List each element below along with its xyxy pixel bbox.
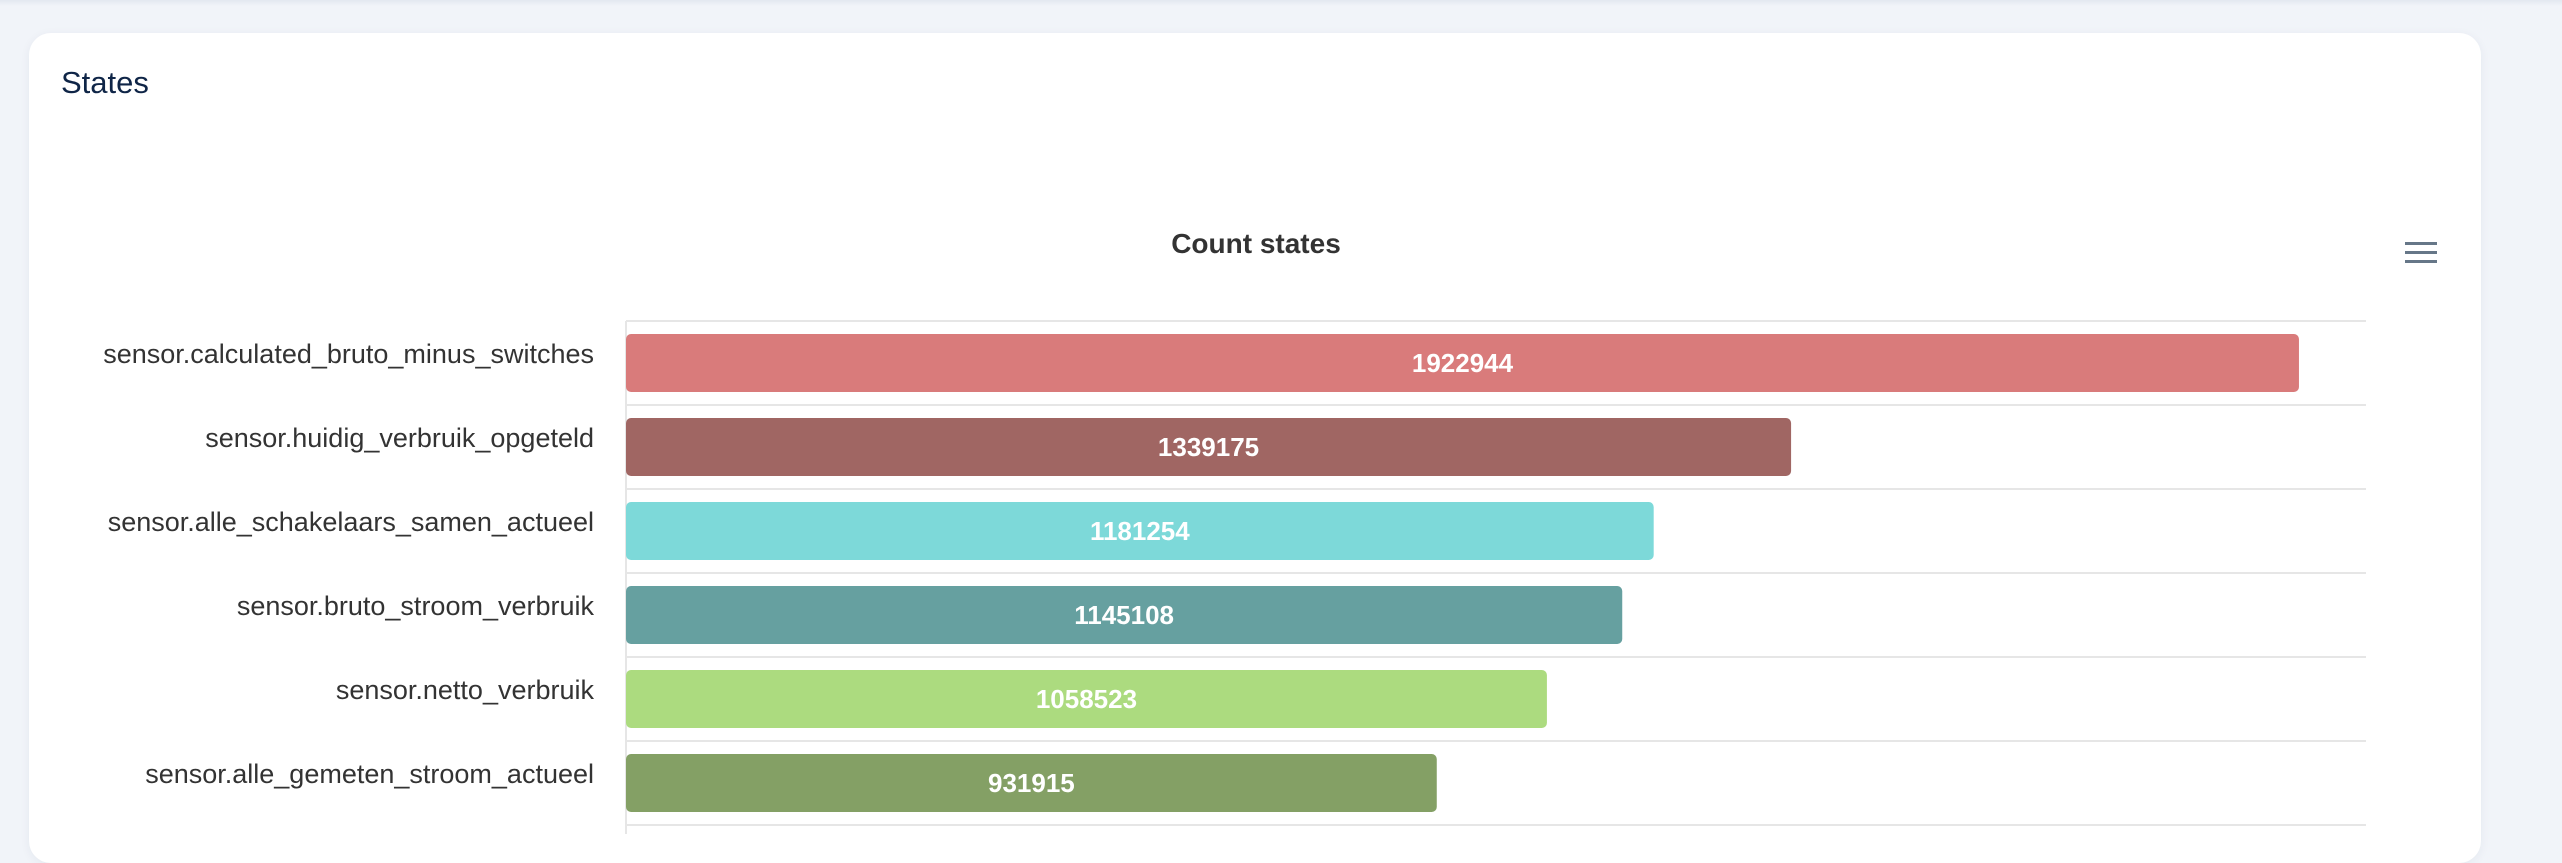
count-states-bar-chart: Count states sensor.calculated_bruto_min…	[103, 228, 2366, 834]
chart-category-label: sensor.netto_verbruik	[336, 675, 595, 705]
chart-bar[interactable]	[626, 754, 1437, 812]
chart-category-label: sensor.calculated_bruto_minus_switches	[103, 339, 594, 369]
card-title: States	[61, 65, 149, 100]
chart-data-labels: 1922944 1339175 1181254 1145108 1058523 93191…	[988, 348, 1514, 798]
chart-category-label: sensor.bruto_stroom_verbruik	[237, 591, 595, 621]
chart-menu-button[interactable]	[2395, 227, 2447, 279]
chart-gridlines	[625, 320, 2366, 834]
hamburger-menu-icon	[2405, 242, 2437, 263]
chart-category-label: sensor.huidig_verbruik_opgeteld	[205, 423, 594, 453]
states-card: States Count states sensor.calculated_br…	[29, 33, 2481, 863]
chart-bar[interactable]	[626, 418, 1792, 476]
chart-title: Count states	[1171, 228, 1341, 259]
chart-data-label: 1181254	[1090, 516, 1190, 546]
chart-data-label: 931915	[988, 768, 1075, 798]
chart-category-labels: sensor.calculated_bruto_minus_switchesse…	[103, 339, 594, 789]
chart-data-label: 1145108	[1074, 600, 1174, 630]
chart-bar[interactable]	[626, 586, 1623, 644]
chart-data-label: 1058523	[1036, 684, 1137, 714]
page-top-shadow	[0, 0, 2562, 6]
chart-bar[interactable]	[626, 502, 1654, 560]
chart-data-label: 1922944	[1412, 348, 1514, 378]
chart-category-label: sensor.alle_gemeten_stroom_actueel	[145, 759, 594, 789]
chart-bar[interactable]	[626, 670, 1547, 728]
chart-bar[interactable]	[626, 334, 2299, 392]
chart-category-label: sensor.alle_schakelaars_samen_actueel	[108, 507, 594, 537]
chart-bars	[626, 334, 2299, 812]
chart-data-label: 1339175	[1158, 432, 1259, 462]
